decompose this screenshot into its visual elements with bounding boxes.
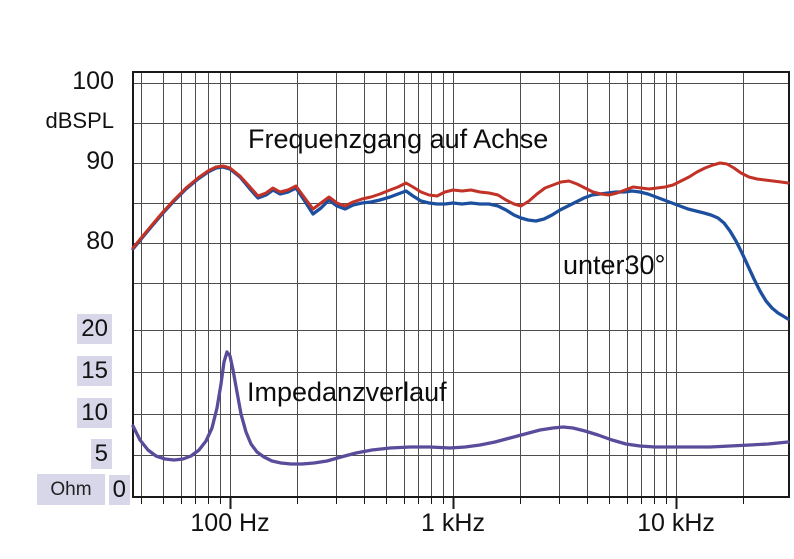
x-tick-label-10000hz: 10 kHz [637, 509, 715, 537]
annotation-unter30: unter30° [563, 250, 666, 280]
y-tick-spl-100: 100 [72, 67, 114, 95]
x-tick-label-1000hz: 1 kHz [421, 509, 485, 537]
y-axis-unit-dbspl: dBSPL [45, 108, 115, 133]
x-tick-label-100hz: 100 Hz [190, 509, 270, 537]
y-tick-impedance-15: 15 [77, 355, 112, 386]
y-tick-impedance-20: 20 [77, 314, 112, 344]
plot-frame [132, 71, 790, 498]
y-tick-impedance-0: 0 [108, 475, 130, 505]
y-tick-spl-80: 80 [86, 227, 114, 255]
curve-on-axis-spl [131, 161, 790, 250]
curve-off-axis-30deg-spl [131, 165, 790, 321]
annotation-frequenzgang-auf-achse: Frequenzgang auf Achse [248, 124, 549, 154]
y-tick-spl-90: 90 [86, 147, 114, 175]
curve-impedance [131, 350, 790, 466]
y-tick-impedance-10: 10 [77, 397, 112, 428]
y-axis-unit-ohm: Ohm [37, 474, 105, 505]
annotation-impedanzverlauf: Impedanzverlauf [247, 377, 447, 407]
y-tick-impedance-5: 5 [90, 439, 112, 470]
